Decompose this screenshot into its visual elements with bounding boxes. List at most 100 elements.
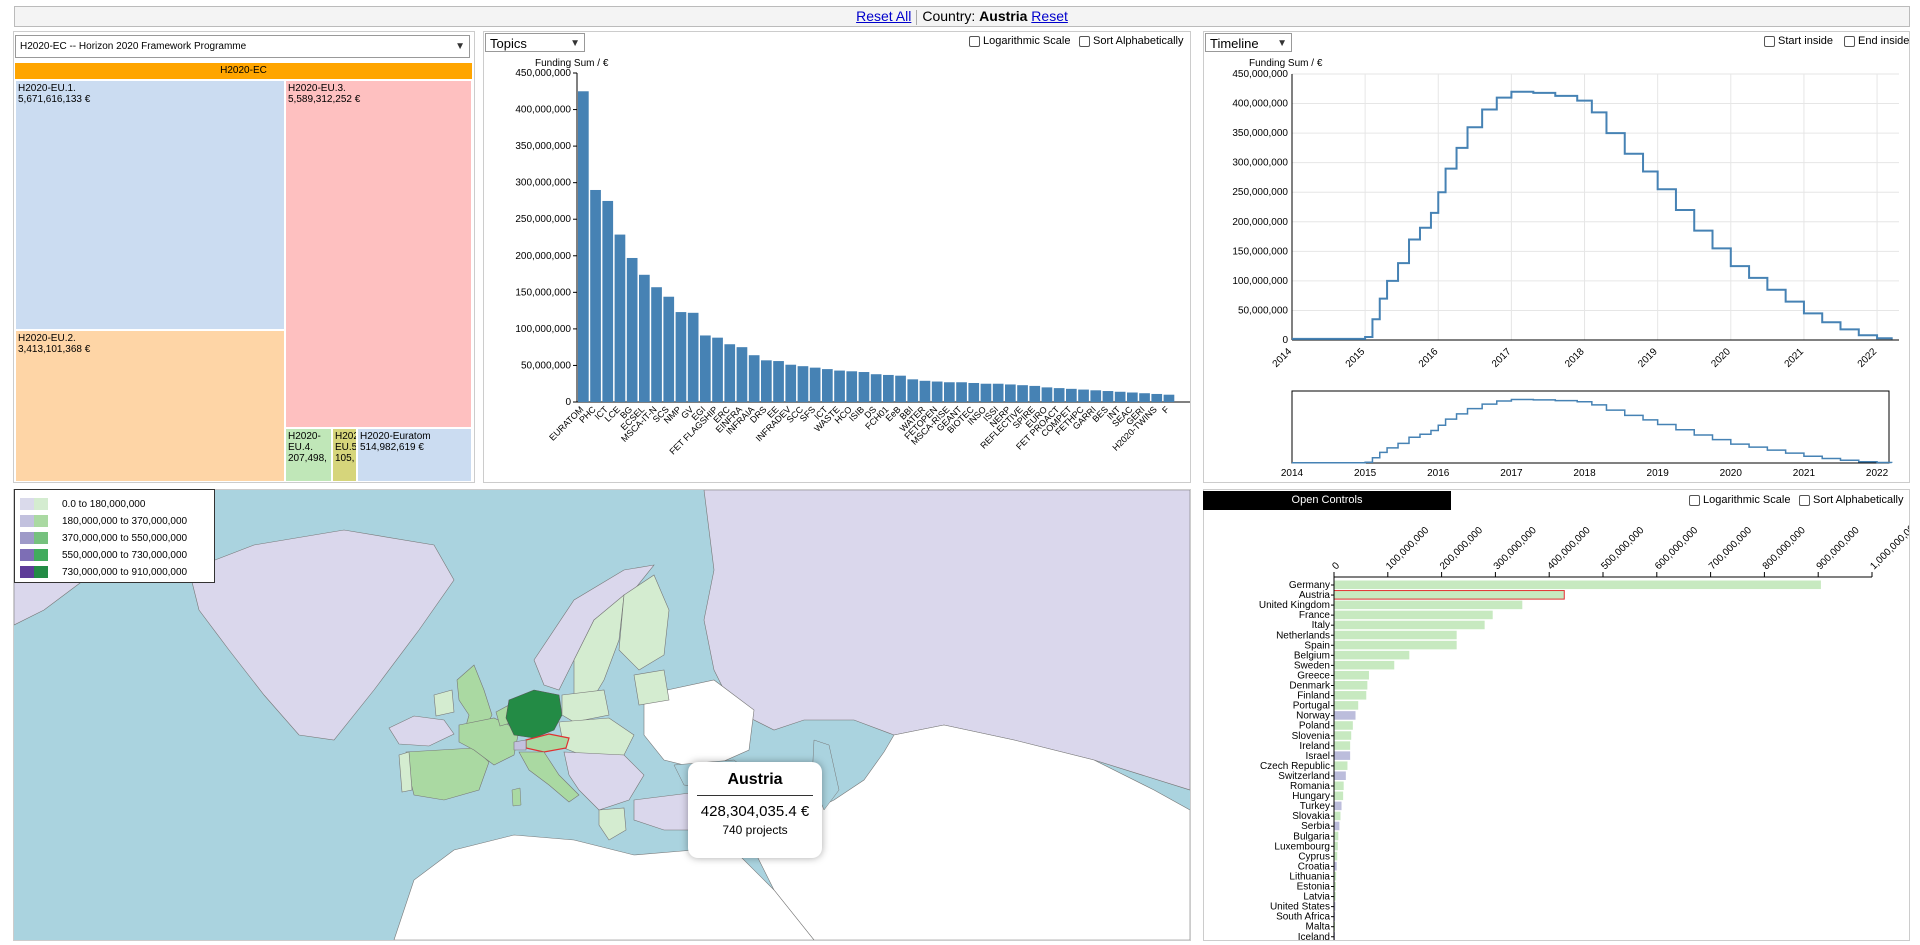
country-bar	[1334, 670, 1369, 680]
country-label: South Africa	[1276, 912, 1330, 923]
country-bar	[1334, 841, 1338, 851]
topics-log-toggle[interactable]: Logarithmic Scale	[969, 35, 1070, 47]
timeline-select[interactable]: Timeline ▼	[1205, 33, 1292, 52]
country-label: Portugal	[1293, 701, 1330, 712]
country-label: Austria	[1299, 590, 1331, 601]
topic-bar	[834, 370, 845, 402]
context-tick-label: 2021	[1793, 468, 1816, 479]
topics-select-value: Topics	[490, 36, 527, 51]
treemap-root[interactable]: H2020-EC	[15, 63, 472, 79]
country-label: Denmark	[1289, 681, 1331, 692]
countries-sort-toggle[interactable]: Sort Alphabetically	[1799, 494, 1904, 506]
legend-swatch	[20, 532, 34, 544]
country-label: Bulgaria	[1293, 831, 1330, 842]
context-tick-label: 2018	[1573, 468, 1596, 479]
timeline-select-value: Timeline	[1210, 36, 1259, 51]
topic-bar	[858, 372, 870, 402]
x-tick-label: 500,000,000	[1599, 525, 1646, 572]
y-tick-label: 100,000,000	[515, 324, 571, 335]
country-tooltip: Austria 428,304,035.4 € 740 projects	[688, 762, 822, 858]
open-controls-button[interactable]: Open Controls	[1203, 491, 1451, 510]
legend-row: 180,000,000 to 370,000,000	[20, 515, 187, 527]
chevron-down-icon: ▼	[455, 41, 465, 52]
country-label: Ireland	[1299, 741, 1330, 752]
topic-bar	[578, 91, 589, 403]
topics-bar-chart: Funding Sum / € 0 50,000,000 100,000,000 150…	[515, 58, 1190, 457]
europe-map[interactable]	[14, 490, 1190, 940]
country-label: Italy	[1312, 620, 1330, 631]
x-tick-label: 900,000,000	[1815, 525, 1862, 572]
country-label: Slovakia	[1292, 811, 1330, 822]
topic-bar	[1163, 394, 1175, 402]
legend-row: 0.0 to 180,000,000	[20, 498, 145, 510]
topic-bar	[785, 364, 797, 402]
reset-all-link[interactable]: Reset All	[856, 8, 912, 24]
reset-country-link[interactable]: Reset	[1031, 8, 1068, 24]
y-axis-label: Funding Sum / €	[1249, 58, 1323, 69]
x-tick-label: 100,000,000	[1384, 525, 1431, 572]
tooltip-country: Austria	[727, 771, 783, 788]
country-bar	[1334, 681, 1368, 690]
treemap-cell[interactable]: H2020-EU.1. 5,671,616,133 €	[15, 80, 285, 330]
x-tick-label: 2015	[1344, 346, 1368, 370]
country-label: Czech Republic	[1260, 761, 1330, 772]
x-tick-label: 400,000,000	[1546, 525, 1593, 572]
map-region-portugal	[398, 751, 413, 793]
topic-bar	[1139, 393, 1150, 402]
topic-bar	[614, 234, 626, 402]
map-region-baltics	[633, 669, 670, 706]
timeline-panel: Timeline ▼ Start inside End inside Fundi…	[1203, 31, 1910, 483]
legend-swatch	[34, 566, 48, 578]
country-label: Israel	[1306, 751, 1330, 762]
treemap-cell[interactable]: H2020-EU.5.105,	[332, 428, 357, 482]
map-region-russia	[703, 490, 1190, 791]
countries-log-toggle[interactable]: Logarithmic Scale	[1689, 494, 1790, 506]
treemap-cell[interactable]: H2020-EU.3. 5,589,312,252 €	[285, 80, 472, 428]
topic-bar	[1090, 390, 1102, 402]
topic-bar	[626, 257, 638, 402]
y-tick-label: 350,000,000	[515, 141, 571, 152]
map-region-iceland	[388, 715, 455, 747]
treemap-cell[interactable]: H2020-EU.4. 207,498,	[285, 428, 332, 482]
end-inside-toggle[interactable]: End inside	[1844, 35, 1909, 47]
treemap-cell[interactable]: H2020-EU.2. 3,413,101,368 €	[15, 330, 285, 482]
topic-bar	[931, 381, 943, 402]
country-bar	[1334, 801, 1342, 811]
topic-bar	[700, 335, 711, 402]
start-inside-toggle[interactable]: Start inside	[1764, 35, 1833, 47]
country-label: Netherlands	[1276, 630, 1330, 641]
topic-bar	[968, 382, 980, 402]
topic-bar	[870, 374, 882, 402]
x-tick-label: 700,000,000	[1707, 525, 1754, 572]
topic-bar	[712, 337, 723, 402]
y-tick-label: 450,000,000	[1232, 69, 1288, 80]
context-tick-label: 2014	[1281, 468, 1304, 479]
topics-select[interactable]: Topics ▼	[485, 33, 585, 52]
timeline-chart: Funding Sum / € 0 50,000,000 100,000,000 150…	[1232, 58, 1899, 479]
brush-frame	[1291, 390, 1890, 464]
map-region-finland	[618, 574, 670, 671]
y-tick-label: 100,000,000	[1232, 276, 1288, 287]
y-tick-label: 250,000,000	[515, 214, 571, 225]
map-region-germany	[505, 689, 563, 739]
country-bar	[1334, 791, 1344, 801]
topic-bar	[761, 360, 772, 402]
country-bar	[1334, 821, 1340, 831]
topic-bar	[1066, 388, 1077, 402]
treemap-cell[interactable]: H2020-Euratom 514,982,619 €	[357, 428, 472, 482]
y-tick-label: 400,000,000	[515, 105, 571, 116]
topic-bar	[944, 382, 955, 402]
topics-sort-toggle[interactable]: Sort Alphabetically	[1079, 35, 1184, 47]
map-region-greece	[598, 807, 627, 841]
countries-panel: Logarithmic Scale Sort Alphabetically 0 1…	[1203, 489, 1910, 941]
x-tick-label: 2017	[1490, 346, 1514, 370]
chevron-down-icon: ▼	[570, 38, 580, 49]
country-label: Lithuania	[1289, 871, 1330, 882]
topic-bar	[602, 200, 614, 402]
country-label: Croatia	[1298, 861, 1331, 872]
topic-bar	[895, 375, 906, 402]
programme-select[interactable]: H2020-EC -- Horizon 2020 Framework Progr…	[15, 35, 470, 58]
countries-bar-chart: 0 100,000,000 200,000,000 300,000,000 400,00…	[1259, 519, 1909, 940]
x-tick-label: EURATOM	[547, 404, 585, 442]
country-label: Iceland	[1298, 932, 1330, 940]
